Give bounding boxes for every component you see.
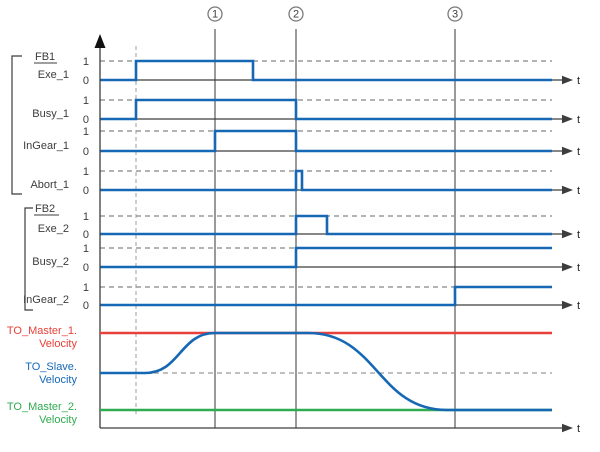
slave-velocity-curve <box>100 331 552 412</box>
Exe_1-tick-0: 0 <box>83 75 89 87</box>
group-bracket-FB2 <box>24 207 33 311</box>
velocity-label-1-line2: Velocity <box>39 374 77 386</box>
Exe_1-label: Exe_1 <box>38 69 69 81</box>
velocity-label-0-line1: TO_Master_1. <box>7 325 77 337</box>
bottom-t-label: t <box>577 423 580 435</box>
time-marker-circle-3 <box>447 6 463 22</box>
InGear_1-t-label: t <box>577 146 580 158</box>
Abort_1-t-label: t <box>577 185 580 197</box>
Abort_1-tick-1: 1 <box>83 166 89 178</box>
Busy_2-label: Busy_2 <box>32 256 69 268</box>
Busy_2-tick-1: 1 <box>83 243 89 255</box>
InGear_1-tick-0: 0 <box>83 146 89 158</box>
group-label-FB1: FB1 <box>35 51 55 63</box>
velocity-label-2-line1: TO_Master_2. <box>7 401 77 413</box>
Exe_1-trace <box>100 59 552 82</box>
Exe_2-time-axis-arrow-icon <box>562 229 573 239</box>
velocity-label-0-line2: Velocity <box>39 338 77 350</box>
Exe_2-label: Exe_2 <box>38 223 69 235</box>
InGear_1-trace <box>100 129 552 153</box>
time-marker-number-3: 3 <box>452 9 458 21</box>
Busy_1-trace <box>100 98 552 121</box>
group-bracket-FB1 <box>11 55 22 195</box>
InGear_2-tick-0: 0 <box>83 300 89 312</box>
Busy_1-tick-1: 1 <box>83 95 89 107</box>
group-label-FB2: FB2 <box>35 203 55 215</box>
InGear_2-tick-1: 1 <box>83 282 89 294</box>
time-marker-number-1: 1 <box>212 9 218 21</box>
Busy_2-time-axis-arrow-icon <box>562 262 573 272</box>
velocity-label-2-line2: Velocity <box>39 414 77 426</box>
Abort_1-label: Abort_1 <box>30 179 69 191</box>
Exe_2-tick-1: 1 <box>83 211 89 223</box>
Busy_2-trace <box>100 246 552 269</box>
time-marker-number-2: 2 <box>293 9 299 21</box>
Abort_1-tick-0: 0 <box>83 185 89 197</box>
InGear_1-tick-1: 1 <box>83 126 89 138</box>
InGear_2-trace <box>100 285 552 307</box>
InGear_1-label: InGear_1 <box>23 140 69 152</box>
Busy_2-t-label: t <box>577 262 580 274</box>
Abort_1-trace <box>100 169 552 192</box>
bottom-time-axis-arrow-icon <box>562 423 573 433</box>
time-marker-circle-2 <box>288 6 304 22</box>
velocity-label-1-line1: TO_Slave. <box>25 361 77 373</box>
Exe_2-tick-0: 0 <box>83 229 89 241</box>
Exe_1-t-label: t <box>577 75 580 87</box>
Abort_1-time-axis-arrow-icon <box>562 185 573 195</box>
Busy_1-time-axis-arrow-icon <box>562 114 573 124</box>
InGear_2-time-axis-arrow-icon <box>562 300 573 310</box>
InGear_2-label: InGear_2 <box>23 294 69 306</box>
Busy_1-tick-0: 0 <box>83 114 89 126</box>
Exe_1-time-axis-arrow-icon <box>562 75 573 85</box>
Busy_1-label: Busy_1 <box>32 108 69 120</box>
Exe_2-t-label: t <box>577 229 580 241</box>
Exe_1-tick-1: 1 <box>83 56 89 68</box>
time-marker-circle-1 <box>207 6 223 22</box>
Exe_2-trace <box>100 214 552 236</box>
InGear_2-t-label: t <box>577 300 580 312</box>
y-axis-arrow-icon <box>94 34 106 48</box>
Busy_1-t-label: t <box>577 114 580 126</box>
Busy_2-tick-0: 0 <box>83 262 89 274</box>
InGear_1-time-axis-arrow-icon <box>562 146 573 156</box>
